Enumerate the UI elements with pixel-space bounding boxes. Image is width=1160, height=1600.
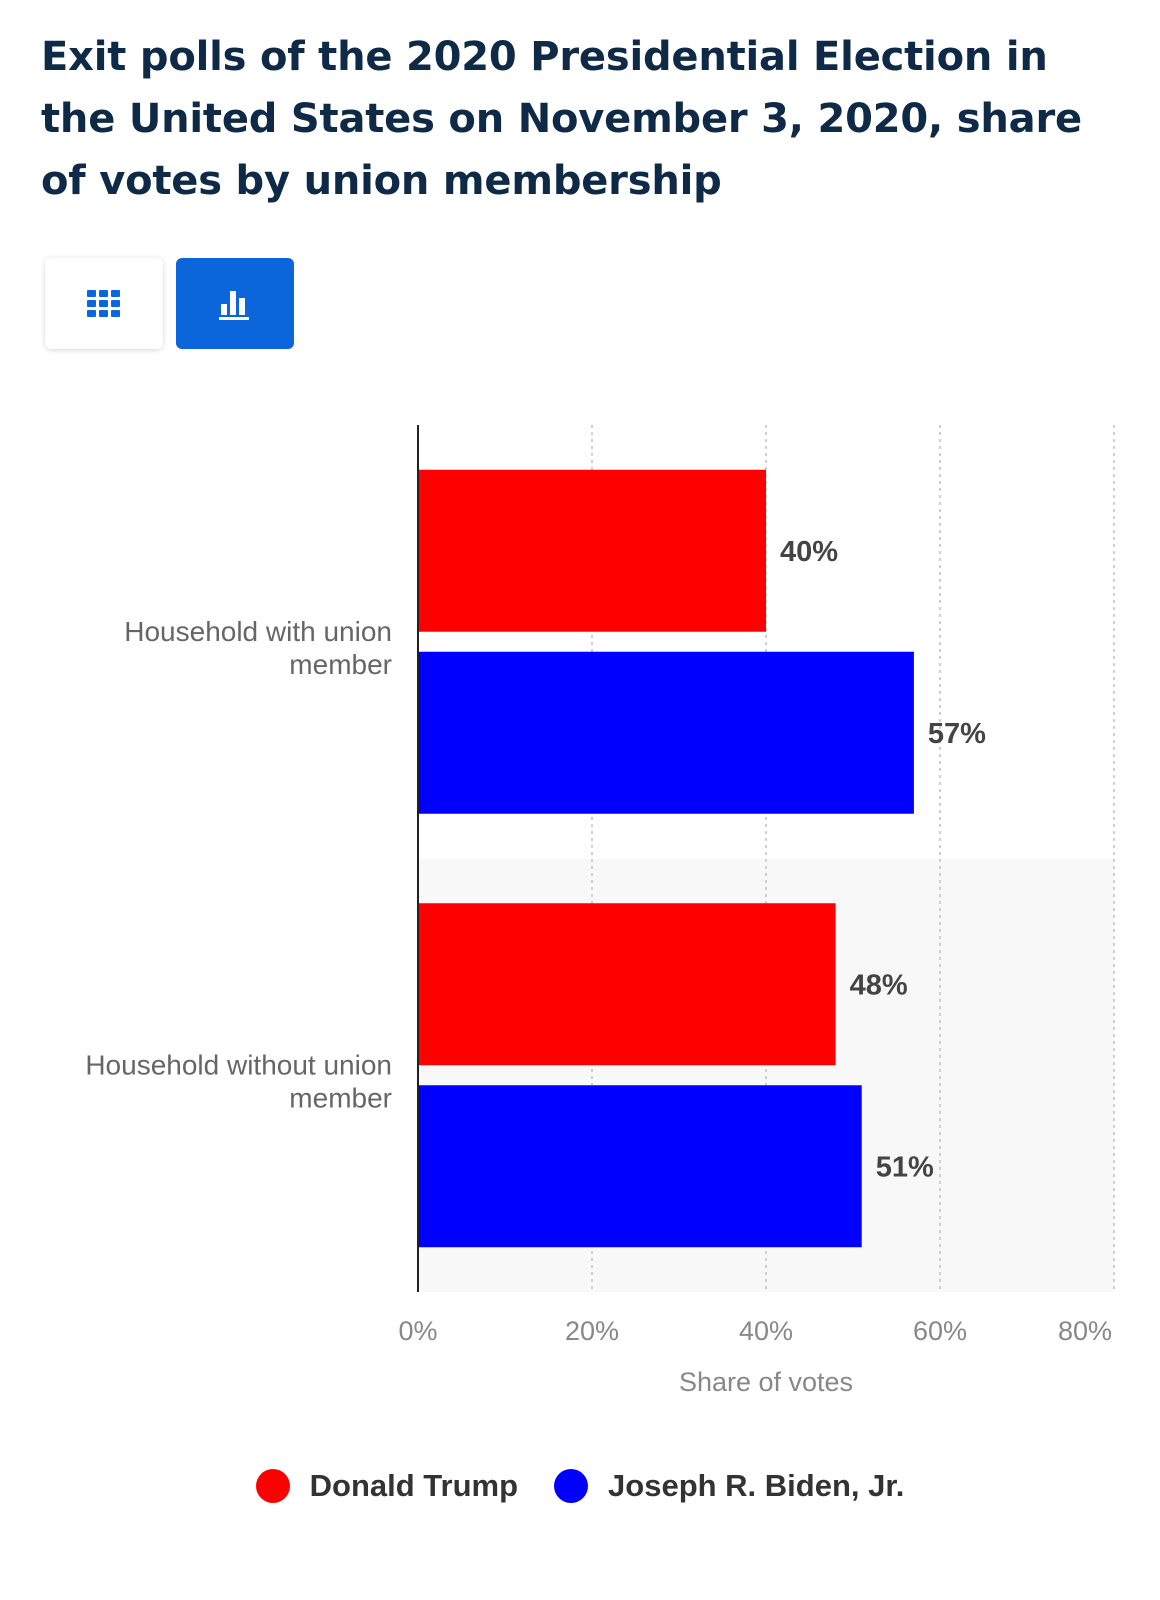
category-label-1: Household without union member xyxy=(85,1049,392,1113)
table-view-button[interactable] xyxy=(45,258,163,349)
chart-legend: Donald Trump Joseph R. Biden, Jr. xyxy=(0,1468,1160,1504)
x-tick-label-0: 0% xyxy=(398,1316,437,1346)
table-grid-icon xyxy=(87,289,120,317)
chart-title: Exit polls of the 2020 Presidential Elec… xyxy=(41,34,1082,204)
data-label-series1-cat0: 57% xyxy=(928,718,986,750)
bar-chart-icon xyxy=(219,290,249,320)
legend-item-trump[interactable]: Donald Trump xyxy=(255,1468,519,1504)
bar-series0-cat1 xyxy=(418,903,836,1066)
category-label-0: Household with union member xyxy=(124,616,392,680)
legend-label-trump: Donald Trump xyxy=(309,1468,519,1503)
x-tick-label-3: 60% xyxy=(913,1316,967,1346)
bar-series1-cat1 xyxy=(418,1085,862,1248)
chart-view-button[interactable] xyxy=(176,258,294,349)
x-axis-title: Share of votes xyxy=(679,1367,853,1397)
legend-dot-biden xyxy=(554,1469,589,1503)
x-tick-label-2: 40% xyxy=(739,1316,793,1346)
data-label-series0-cat0: 40% xyxy=(780,536,838,568)
legend-item-biden[interactable]: Joseph R. Biden, Jr. xyxy=(554,1468,904,1504)
x-tick-label-1: 20% xyxy=(565,1316,619,1346)
data-label-series1-cat1: 51% xyxy=(876,1151,934,1183)
legend-label-biden: Joseph R. Biden, Jr. xyxy=(608,1468,905,1503)
bar-series1-cat0 xyxy=(418,651,914,814)
x-tick-label-4: 80% xyxy=(1058,1316,1112,1346)
bar-series0-cat0 xyxy=(418,469,766,632)
bar-chart: 40% 57% Household with union member 48% 51% Ho… xyxy=(85,425,1115,1397)
data-label-series0-cat1: 48% xyxy=(850,969,908,1001)
legend-dot-trump xyxy=(255,1469,290,1503)
